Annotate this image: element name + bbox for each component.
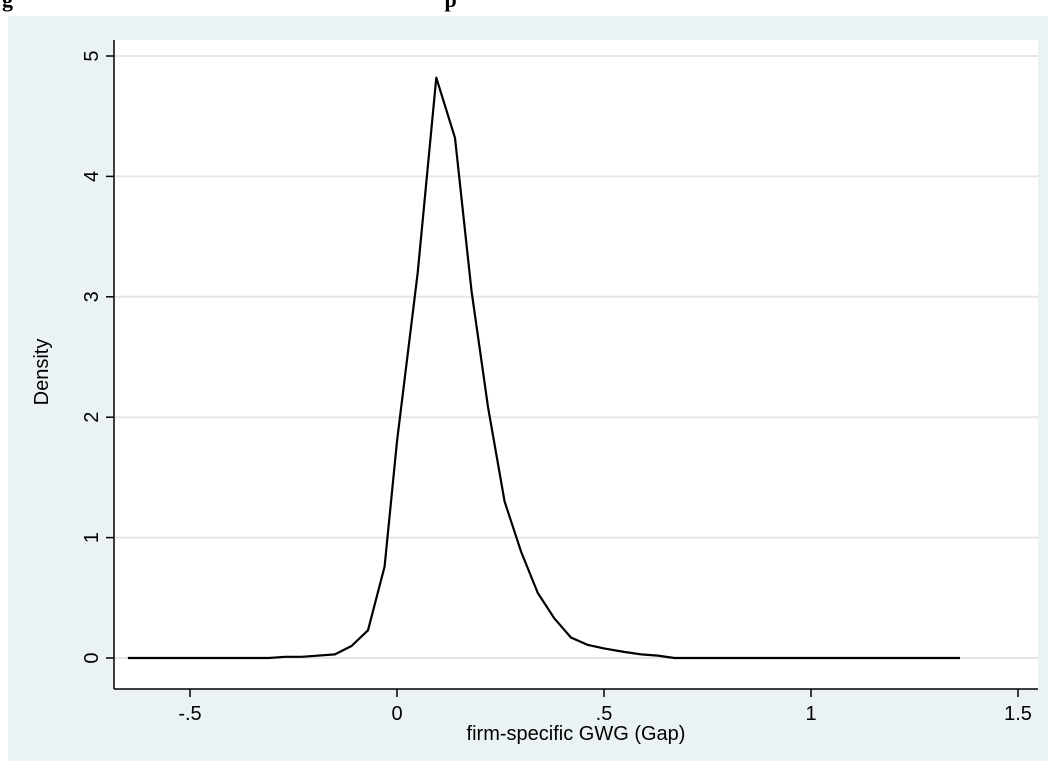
x-tick-label-4: 1.5 [1004, 703, 1032, 725]
y-tick-label-4: 4 [81, 171, 103, 182]
series-layer [127, 76, 960, 660]
plot-area [114, 40, 1038, 689]
y-tick-label-3: 3 [81, 291, 103, 302]
caption-fragment-right: p [445, 0, 457, 12]
y-tick-label-0: 0 [81, 652, 103, 663]
y-axis-title: Density [31, 339, 53, 406]
x-tick-label-2: .5 [596, 703, 613, 725]
chart-frame: 0 1 2 3 4 5 -.5 0 .5 1 1.5 firm-specific GWG (Gap)… [8, 16, 1048, 761]
density-chart: 0 1 2 3 4 5 -.5 0 .5 1 1.5 firm-specific GWG (Gap)… [31, 40, 1038, 745]
y-tick-label-5: 5 [81, 50, 103, 61]
x-tick-label-1: 0 [391, 703, 402, 725]
x-tick-label-0: -.5 [178, 703, 201, 725]
tick-labels: 0 1 2 3 4 5 -.5 0 .5 1 1.5 [81, 50, 1032, 725]
figure-caption: g p [0, 0, 1050, 14]
density-series-line-0 [127, 76, 960, 660]
caption-fragment-left: g [2, 0, 13, 12]
x-axis-title: firm-specific GWG (Gap) [467, 723, 686, 745]
axes [106, 40, 1038, 697]
y-tick-label-1: 1 [81, 532, 103, 543]
y-tick-label-2: 2 [81, 412, 103, 423]
x-tick-label-3: 1 [805, 703, 816, 725]
